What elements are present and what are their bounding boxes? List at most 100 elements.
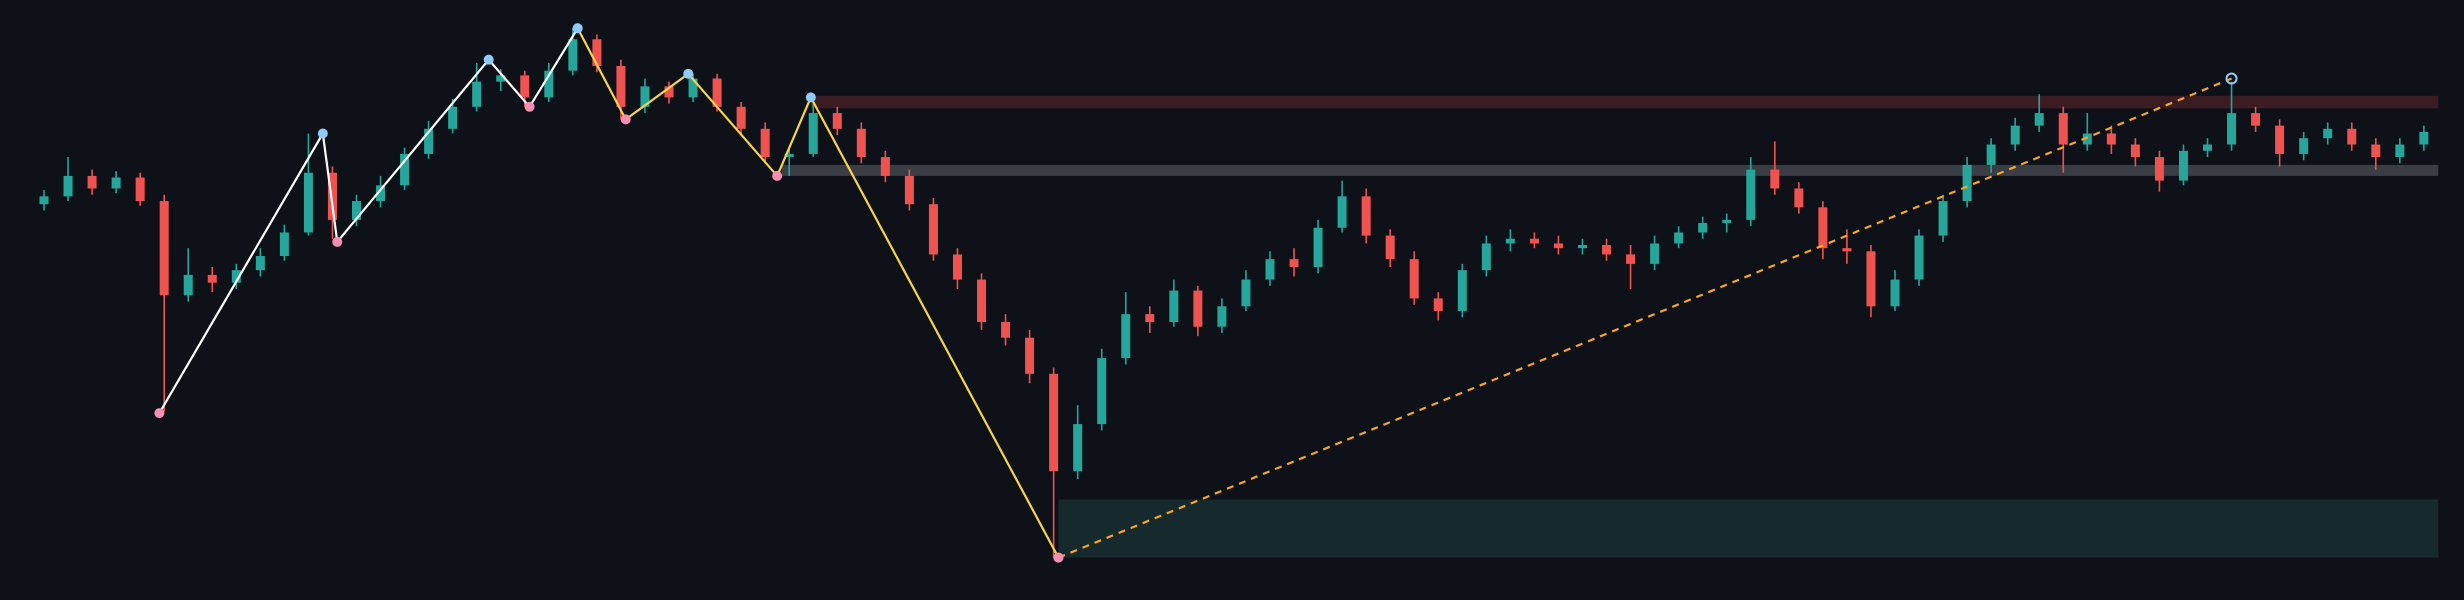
candle-body [1145, 314, 1155, 322]
candle-body [159, 201, 169, 296]
candle-body [1193, 290, 1203, 327]
candle-body [1169, 290, 1179, 322]
pivot-point [317, 128, 328, 139]
candle-body [376, 185, 386, 202]
candle-body [928, 204, 938, 255]
candle-body [520, 75, 530, 98]
pivot-point [332, 236, 343, 247]
candle-body [1217, 306, 1227, 327]
pivot-point [772, 170, 783, 181]
candle-body [977, 279, 987, 322]
candle-body [1025, 337, 1035, 374]
candle-body [1914, 235, 1924, 280]
candle-body [1001, 321, 1011, 338]
pivot-point [805, 92, 816, 103]
candle-body [1770, 169, 1780, 189]
candle-body [1626, 254, 1636, 264]
candle-body [351, 201, 361, 220]
candle-body [1962, 164, 1972, 202]
candle-body [111, 177, 121, 189]
candle-body [616, 65, 626, 107]
candle-body [2371, 144, 2381, 158]
candle-body [1890, 279, 1900, 307]
candle-body [207, 274, 217, 283]
candle-body [784, 153, 794, 158]
candle-body [2010, 125, 2020, 145]
zone [781, 164, 2439, 176]
candle-body [1097, 358, 1107, 425]
candle-body [87, 175, 97, 189]
candle-body [2082, 133, 2092, 145]
candle-body [2203, 144, 2213, 151]
zigzag-line [576, 27, 1060, 559]
zone [810, 95, 2439, 109]
candle-body [1241, 279, 1251, 307]
candle-body [952, 254, 962, 280]
candle-body [1313, 227, 1323, 268]
candle-body [568, 39, 578, 71]
candle-body [1674, 232, 1684, 244]
zigzag-line [158, 27, 579, 414]
zone [1058, 499, 2439, 558]
candle-body [1842, 248, 1852, 252]
candle-body [2419, 131, 2429, 145]
candle-body [2395, 144, 2405, 158]
candle-body [2347, 128, 2357, 145]
candle-body [255, 256, 265, 271]
candle-body [1409, 259, 1419, 299]
candle-body [424, 128, 434, 154]
trend-line [1058, 77, 2232, 559]
candle-body [760, 128, 770, 158]
candle-body [231, 270, 241, 283]
candle-body [640, 86, 650, 107]
candle-body [1553, 243, 1563, 249]
candle-body [1337, 196, 1347, 228]
candle-body [592, 39, 602, 66]
candle-body [1073, 424, 1083, 472]
pivot-point [620, 114, 631, 125]
candle-body [1650, 243, 1660, 264]
candle-body [303, 172, 313, 233]
pivot-point [683, 68, 694, 79]
candle-body [1265, 259, 1275, 280]
candle-body [63, 175, 73, 197]
candle-body [1481, 243, 1491, 271]
candle-body [1121, 314, 1131, 359]
candle-body [832, 113, 842, 129]
candle-body [472, 81, 482, 107]
candle-body [1746, 169, 1756, 220]
pivot-point [483, 54, 494, 65]
candle-body [2034, 113, 2044, 126]
pivot-point [2225, 72, 2238, 85]
pivot-point [1053, 552, 1064, 563]
candle-body [1866, 251, 1876, 307]
candle-body [1529, 238, 1539, 244]
candle-body [712, 78, 722, 107]
candle-body [1698, 223, 1708, 233]
pivot-point [572, 23, 583, 34]
candle-body [1505, 238, 1515, 244]
candle-body [2154, 157, 2164, 181]
candle-body [1722, 219, 1732, 224]
candle-body [664, 86, 674, 98]
candle-body [1818, 207, 1828, 249]
candle-body [1361, 196, 1371, 236]
candle-body [448, 106, 458, 129]
candle-body [2323, 128, 2333, 139]
candle-body [1433, 298, 1443, 311]
candle-body [2130, 144, 2140, 158]
candle-body [1049, 373, 1059, 472]
candle-body [327, 172, 337, 220]
candle-body [1602, 245, 1612, 255]
candle-body [135, 177, 145, 202]
candle-body [1385, 235, 1395, 260]
candle-body [400, 153, 410, 186]
candle-body [880, 157, 890, 176]
candle-body [183, 274, 193, 296]
candle-body [496, 75, 506, 82]
candle-body [904, 175, 914, 205]
candle-body [1794, 188, 1804, 208]
pivot-point [154, 408, 165, 419]
